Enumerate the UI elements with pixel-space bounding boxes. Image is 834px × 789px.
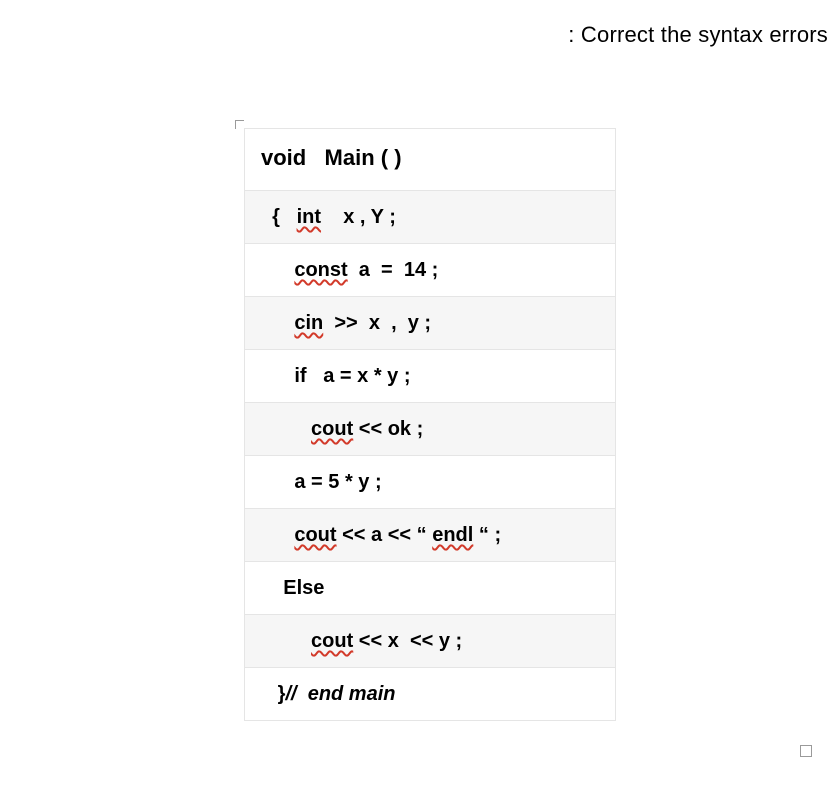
page-title: : Correct the syntax errors xyxy=(568,22,828,48)
code-segment: endl xyxy=(432,524,473,546)
code-segment: const xyxy=(294,259,347,281)
code-segment: if a = x * y ; xyxy=(294,365,410,387)
code-row: const a = 14 ; xyxy=(245,243,615,296)
indent xyxy=(261,630,311,652)
code-segment: ; xyxy=(489,524,501,546)
indent xyxy=(261,206,272,228)
code-segment: cin xyxy=(294,312,323,334)
indent xyxy=(261,471,294,493)
code-row: cout << ok ; xyxy=(245,402,615,455)
code-segment: cout xyxy=(311,630,353,652)
code-segment: // end main xyxy=(285,683,395,705)
indent xyxy=(261,418,311,440)
code-row: cout << x << y ; xyxy=(245,614,615,667)
code-row-header: void Main ( ) xyxy=(245,128,615,190)
code-row: Else xyxy=(245,561,615,614)
end-marker xyxy=(800,745,812,757)
code-row: }// end main xyxy=(245,667,615,720)
code-table: void Main ( ) { int x , Y ; const a = 14… xyxy=(244,128,616,721)
code-segment: a = 5 * y ; xyxy=(294,471,381,493)
code-segment: x , Y ; xyxy=(321,206,396,228)
code-segment: << x << y ; xyxy=(353,630,462,652)
page: : Correct the syntax errors void Main ( … xyxy=(0,0,834,789)
indent xyxy=(261,577,283,599)
code-row: if a = x * y ; xyxy=(245,349,615,402)
code-segment: { xyxy=(272,206,296,228)
code-row: a = 5 * y ; xyxy=(245,455,615,508)
code-row: cout << a << “ endl “ ; xyxy=(245,508,615,561)
indent xyxy=(261,683,278,705)
code-segment: cout xyxy=(294,524,336,546)
indent xyxy=(261,524,294,546)
code-segment: Else xyxy=(283,577,324,599)
code-row: { int x , Y ; xyxy=(245,190,615,243)
indent xyxy=(261,365,294,387)
code-segment: “ xyxy=(417,524,433,546)
code-segment: void Main ( ) xyxy=(261,145,402,170)
anchor-marker xyxy=(235,120,244,129)
code-segment: “ xyxy=(473,524,489,546)
code-segment: cout xyxy=(311,418,353,440)
indent xyxy=(261,259,294,281)
code-segment: << a << xyxy=(337,524,417,546)
code-row: cin >> x , y ; xyxy=(245,296,615,349)
code-segment: >> x , y ; xyxy=(323,312,431,334)
code-segment: a = 14 ; xyxy=(348,259,439,281)
code-segment: << ok ; xyxy=(353,418,423,440)
indent xyxy=(261,312,294,334)
code-segment: int xyxy=(297,206,321,228)
